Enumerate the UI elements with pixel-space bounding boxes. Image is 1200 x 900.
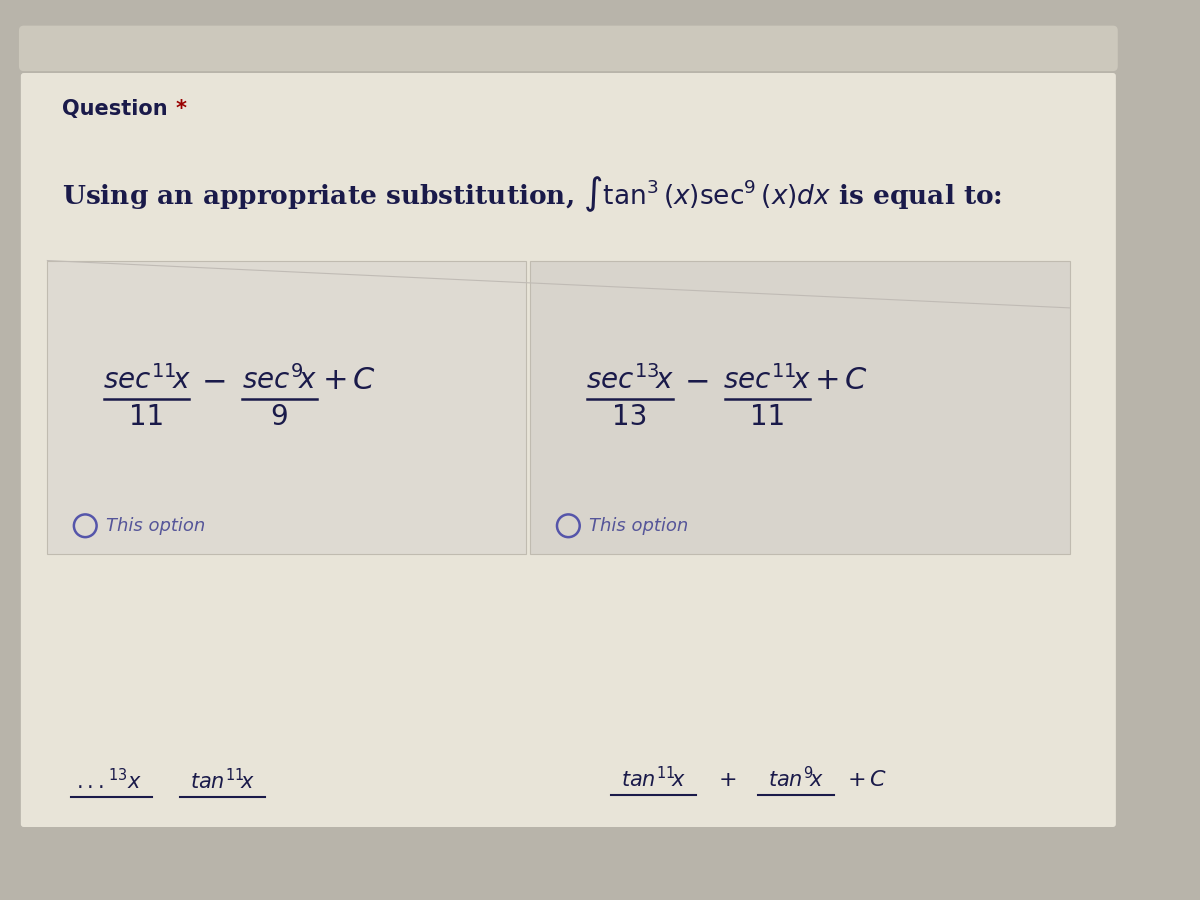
- Text: $\mathit{sec}^{11}\!x$: $\mathit{sec}^{11}\!x$: [103, 365, 191, 395]
- Text: $+\,C$: $+\,C$: [847, 770, 887, 790]
- Text: $\mathit{sec}^{9}\!x$: $\mathit{sec}^{9}\!x$: [241, 365, 317, 395]
- Text: Question: Question: [61, 99, 174, 119]
- Text: $\mathit{sec}^{13}\!x$: $\mathit{sec}^{13}\!x$: [586, 365, 674, 395]
- Text: $\mathit{tan}^{11}\!x$: $\mathit{tan}^{11}\!x$: [190, 768, 256, 793]
- FancyBboxPatch shape: [47, 260, 526, 554]
- Text: $-$: $-$: [684, 366, 708, 395]
- Text: This option: This option: [106, 517, 205, 535]
- Text: 13: 13: [612, 402, 648, 430]
- Text: $...^{13}x$: $...^{13}x$: [76, 768, 142, 793]
- Text: 9: 9: [270, 402, 288, 430]
- Text: $+$: $+$: [719, 770, 737, 790]
- Text: *: *: [175, 99, 186, 119]
- Text: This option: This option: [589, 517, 689, 535]
- Text: $\mathit{sec}^{11}\!x$: $\mathit{sec}^{11}\!x$: [724, 365, 811, 395]
- FancyBboxPatch shape: [19, 25, 1117, 71]
- Text: $\mathit{tan}^{9}\!x$: $\mathit{tan}^{9}\!x$: [768, 766, 824, 791]
- Text: $\mathit{tan}^{11}\!x$: $\mathit{tan}^{11}\!x$: [620, 766, 686, 791]
- FancyBboxPatch shape: [20, 73, 1116, 827]
- FancyBboxPatch shape: [530, 260, 1070, 554]
- Text: $-$: $-$: [200, 366, 226, 395]
- Text: $+\,C$: $+\,C$: [815, 366, 868, 395]
- Text: 11: 11: [750, 402, 785, 430]
- Text: Using an appropriate substitution, $\int \tan^3(x)\sec^9(x)dx$ is equal to:: Using an appropriate substitution, $\int…: [61, 175, 1002, 214]
- Text: $+\,C$: $+\,C$: [322, 366, 376, 395]
- Text: 11: 11: [130, 402, 164, 430]
